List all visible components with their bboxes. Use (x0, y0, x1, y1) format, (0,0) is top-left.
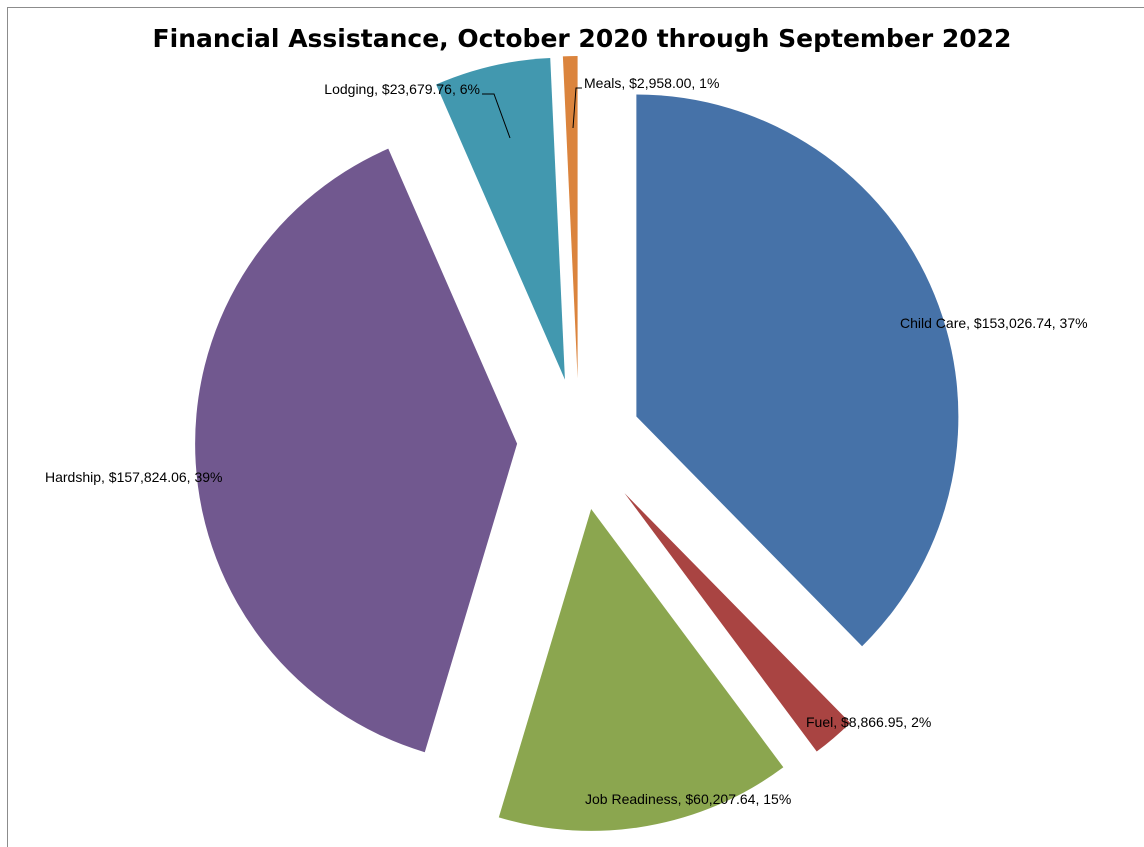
leader-line-meals (572, 87, 582, 129)
pie-slice-job-readiness (498, 508, 784, 831)
pie-slice-hardship (195, 148, 518, 753)
pie-slice-fuel (624, 493, 851, 752)
pie-slice-lodging (436, 57, 565, 380)
slice-label-meals: Meals, $2,958.00, 1% (584, 75, 719, 91)
chart-title: Financial Assistance, October 2020 throu… (152, 24, 1012, 53)
slice-label-lodging: Lodging, $23,679.76, 6% (324, 81, 480, 97)
pie-slice-child-care (636, 94, 959, 647)
slice-label-child-care: Child Care, $153,026.74, 37% (900, 315, 1088, 331)
chart-frame (7, 7, 1144, 847)
slice-label-job-readiness: Job Readiness, $60,207.64, 15% (585, 791, 791, 807)
pie-slice-meals (562, 56, 578, 379)
slice-label-fuel: Fuel, $8,866.95, 2% (806, 714, 931, 730)
leader-line-lodging (482, 93, 511, 139)
slice-label-hardship: Hardship, $157,824.06, 39% (45, 469, 222, 485)
